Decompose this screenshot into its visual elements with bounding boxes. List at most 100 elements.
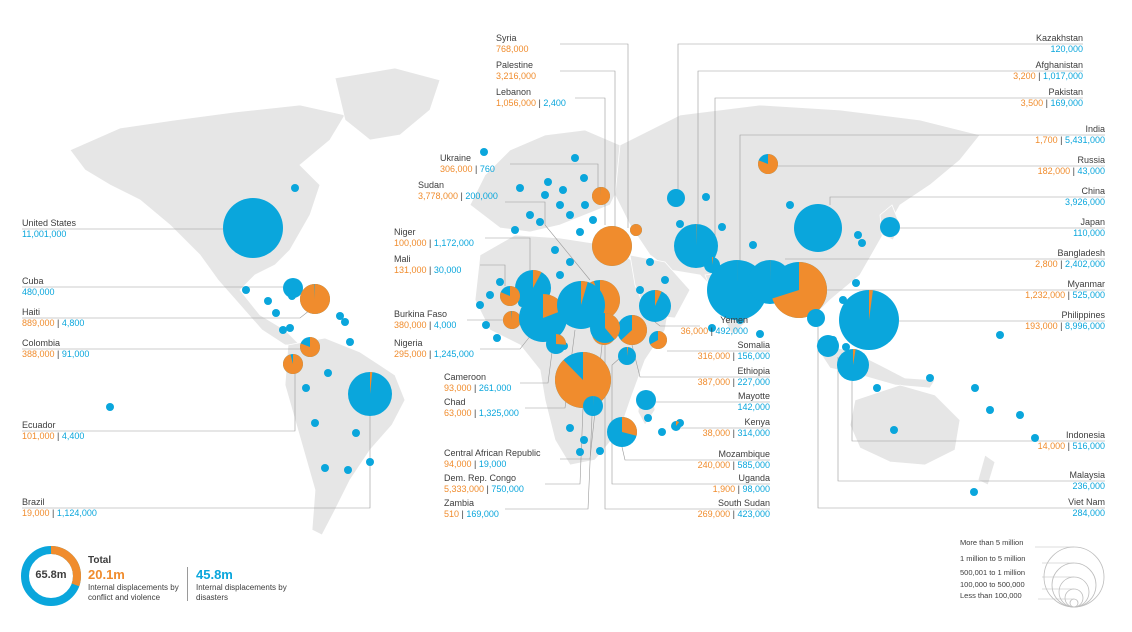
- conflict-value: 131,000: [394, 265, 427, 275]
- bubble-colombia: [300, 337, 320, 357]
- bubble-ethiopia: [617, 315, 648, 346]
- minor-country-bubble: [718, 223, 726, 231]
- minor-country-bubble: [756, 330, 764, 338]
- bubble-southsudan: [590, 313, 620, 343]
- disaster-value: 30,000: [433, 265, 462, 275]
- country-values: 193,000 | 8,996,000: [1025, 321, 1105, 332]
- minor-country-bubble: [589, 216, 597, 224]
- minor-country-bubble: [486, 291, 494, 299]
- disaster-value: 261,000: [478, 383, 512, 393]
- country-values: 316,000 | 156,000: [698, 351, 770, 362]
- country-name: Nigeria: [394, 338, 423, 348]
- minor-country-bubble: [890, 426, 898, 434]
- disaster-value: 236,000: [1072, 481, 1105, 491]
- value-separator: |: [426, 238, 434, 248]
- country-name: Myanmar: [1067, 279, 1105, 289]
- country-values: 38,000 | 314,000: [703, 428, 770, 439]
- country-name: Mozambique: [718, 449, 770, 459]
- disaster-value: 4,400: [61, 431, 85, 441]
- country-name: Yemen: [720, 315, 748, 325]
- country-name: Cameroon: [444, 372, 487, 382]
- label-chad: Chad 63,000 | 1,325,000: [444, 397, 519, 419]
- conflict-value: 269,000: [697, 509, 731, 519]
- minor-country-bubble: [476, 301, 484, 309]
- value-separator: |: [426, 320, 434, 330]
- minor-country-bubble: [516, 184, 524, 192]
- minor-country-bubble: [336, 312, 344, 320]
- minor-country-bubble: [482, 321, 490, 329]
- label-bangladesh: Bangladesh 2,800 | 2,402,000: [1035, 248, 1105, 270]
- country-name: Palestine: [496, 60, 534, 70]
- disaster-value: 2,400: [543, 98, 566, 108]
- conflict-value: 387,000: [697, 377, 731, 387]
- minor-country-bubble: [996, 331, 1004, 339]
- country-name: India: [1085, 124, 1105, 134]
- bubble-indonesia: [837, 349, 869, 381]
- country-values: 94,000 | 19,000: [444, 459, 541, 470]
- disaster-value: 169,000: [1050, 98, 1083, 108]
- minor-country-bubble: [352, 429, 360, 437]
- country-name: Syria: [496, 33, 517, 43]
- label-philippines: Philippines 193,000 | 8,996,000: [1025, 310, 1105, 332]
- minor-country-bubble: [676, 220, 684, 228]
- label-ukraine: Ukraine 306,000 | 760: [440, 153, 495, 175]
- conflict-value: 3,200: [1013, 71, 1036, 81]
- value-separator: |: [1043, 98, 1051, 108]
- label-malaysia: Malaysia 236,000: [1069, 470, 1105, 492]
- country-values: 2,800 | 2,402,000: [1035, 259, 1105, 270]
- value-separator: |: [1057, 259, 1065, 269]
- country-name: Colombia: [22, 338, 61, 348]
- minor-country-bubble: [636, 286, 644, 294]
- country-name: Burkina Faso: [394, 309, 448, 319]
- disaster-value: 516,000: [1072, 441, 1105, 451]
- minor-country-bubble: [272, 309, 280, 317]
- total-disaster-value: 45.8m: [196, 567, 233, 582]
- disaster-value: 3,926,000: [1064, 197, 1105, 207]
- disaster-value: 110,000: [1073, 228, 1105, 238]
- size-legend-item: 500,001 to 1 million: [960, 568, 1026, 577]
- country-values: 3,216,000: [496, 71, 536, 82]
- total-title: Total: [88, 555, 112, 566]
- bubble-ecuador: [283, 354, 303, 374]
- size-legend-item: 1 million to 5 million: [960, 554, 1026, 563]
- conflict-value: 101,000: [22, 431, 55, 441]
- minor-country-bubble: [858, 239, 866, 247]
- value-separator: |: [1035, 71, 1043, 81]
- country-values: 19,000 | 1,124,000: [22, 508, 97, 519]
- country-name: Russia: [1077, 155, 1105, 165]
- label-myanmar: Myanmar 1,232,000 | 525,000: [1025, 279, 1105, 301]
- value-separator: |: [471, 383, 479, 393]
- value-separator: |: [735, 484, 743, 494]
- label-car: Central African Republic 94,000 | 19,000: [444, 448, 541, 470]
- country-values: 93,000 | 261,000: [444, 383, 511, 394]
- country-name: Somalia: [737, 340, 770, 350]
- country-name: Zambia: [444, 498, 475, 508]
- bubble-vietnam: [807, 309, 825, 327]
- country-name: Ukraine: [440, 153, 472, 163]
- label-pakistan: Pakistan 3,500 | 169,000: [1021, 87, 1083, 109]
- conflict-value: 5,333,000: [444, 484, 485, 494]
- bubble-drc: [555, 352, 611, 408]
- minor-country-bubble: [658, 428, 666, 436]
- country-values: 120,000: [1036, 44, 1083, 55]
- size-legend-item: More than 5 million: [960, 538, 1024, 547]
- conflict-value: 306,000: [440, 164, 473, 174]
- conflict-value: 295,000: [394, 349, 427, 359]
- minor-country-bubble: [571, 154, 579, 162]
- leader-line-mali: [480, 264, 506, 286]
- disaster-value: 423,000: [737, 509, 770, 519]
- label-india: India 1,700 | 5,431,000: [1035, 124, 1105, 146]
- value-separator: |: [730, 460, 738, 470]
- bubble-palestine: [592, 226, 632, 266]
- minor-country-bubble: [242, 286, 250, 294]
- country-values: 1,056,000 | 2,400: [496, 98, 566, 109]
- leader-line-kazakhstan: [677, 43, 1083, 189]
- conflict-value: 3,778,000: [418, 191, 459, 201]
- country-values: 1,700 | 5,431,000: [1035, 135, 1105, 146]
- disaster-value: 1,172,000: [433, 238, 474, 248]
- displacement-bubbles: [106, 148, 1039, 496]
- minor-country-bubble: [644, 414, 652, 422]
- label-brazil: Brazil 19,000 | 1,124,000: [22, 497, 97, 519]
- minor-country-bubble: [646, 258, 654, 266]
- country-values: 110,000: [1073, 228, 1105, 239]
